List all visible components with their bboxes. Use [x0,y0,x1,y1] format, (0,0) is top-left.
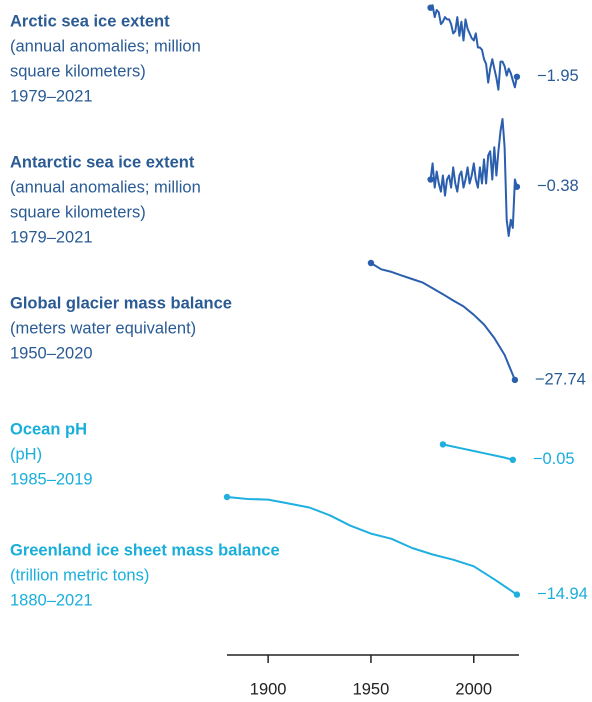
data-line [226,496,518,596]
x-tick-label: 1950 [353,680,390,698]
end-dot [513,73,521,80]
panel-period: 1880–2021 [10,591,93,609]
panel-period: 1985–2019 [10,470,93,488]
panel-title: Global glacier mass balance [10,294,232,312]
panel-period: 1979–2021 [10,228,93,246]
value-label: −1.95 [537,67,579,85]
panel-subtitle: square kilometers) [10,203,146,221]
x-tick-label: 2000 [455,680,492,698]
panel-subtitle: (meters water equivalent) [10,319,196,337]
panel-period: 1950–2020 [10,344,93,362]
value-label: −0.05 [533,450,575,468]
panel-title: Greenland ice sheet mass balance [10,541,280,559]
panel-title: Arctic sea ice extent [10,12,170,30]
panel-subtitle: (annual anomalies; million [10,37,201,55]
end-dot [513,591,521,598]
end-dot [427,4,434,11]
end-dot [513,183,521,190]
end-dot [367,259,375,267]
value-label: −27.74 [535,370,586,388]
end-dot [223,493,231,501]
data-line [429,4,518,91]
data-line [370,262,516,381]
x-tick-label: 1900 [250,680,287,698]
end-dot [427,176,434,183]
end-dot [509,456,517,463]
panel-title: Antarctic sea ice extent [10,153,195,171]
value-label: −14.94 [537,585,588,603]
panel-title: Ocean pH [10,420,87,438]
end-dot [439,441,447,448]
panel-subtitle: (pH) [10,445,42,463]
data-line [429,118,518,237]
value-label: −0.38 [537,177,579,195]
end-dot [511,376,519,384]
panel-subtitle: (trillion metric tons) [10,566,149,584]
panel-period: 1979–2021 [10,87,93,105]
panel-subtitle: (annual anomalies; million [10,178,201,196]
panel-subtitle: square kilometers) [10,62,146,80]
data-line [442,443,514,461]
